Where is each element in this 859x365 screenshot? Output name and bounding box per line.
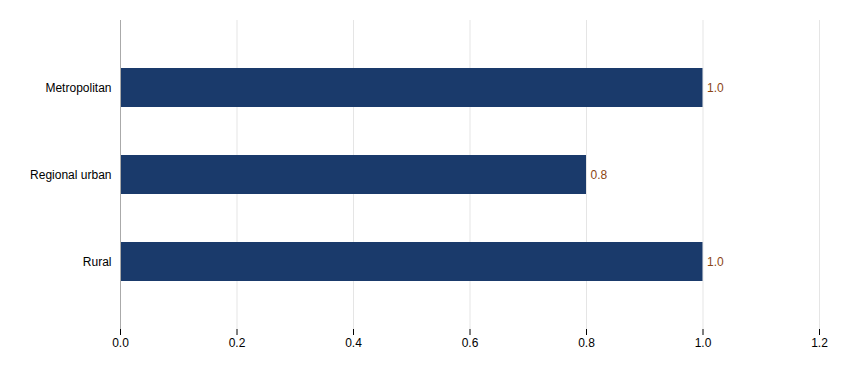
svg-text:0.2: 0.2 xyxy=(229,336,246,350)
svg-text:0.8: 0.8 xyxy=(578,336,595,350)
svg-text:0.4: 0.4 xyxy=(345,336,362,350)
svg-text:Metropolitan: Metropolitan xyxy=(45,81,111,95)
svg-text:0.6: 0.6 xyxy=(462,336,479,350)
svg-text:1.0: 1.0 xyxy=(707,255,724,269)
svg-text:0.0: 0.0 xyxy=(112,336,129,350)
svg-text:1.0: 1.0 xyxy=(707,81,724,95)
svg-text:1.2: 1.2 xyxy=(811,336,828,350)
svg-text:1.0: 1.0 xyxy=(695,336,712,350)
svg-text:Regional urban: Regional urban xyxy=(30,168,111,182)
svg-text:Rural: Rural xyxy=(83,255,112,269)
svg-text:0.8: 0.8 xyxy=(591,168,608,182)
